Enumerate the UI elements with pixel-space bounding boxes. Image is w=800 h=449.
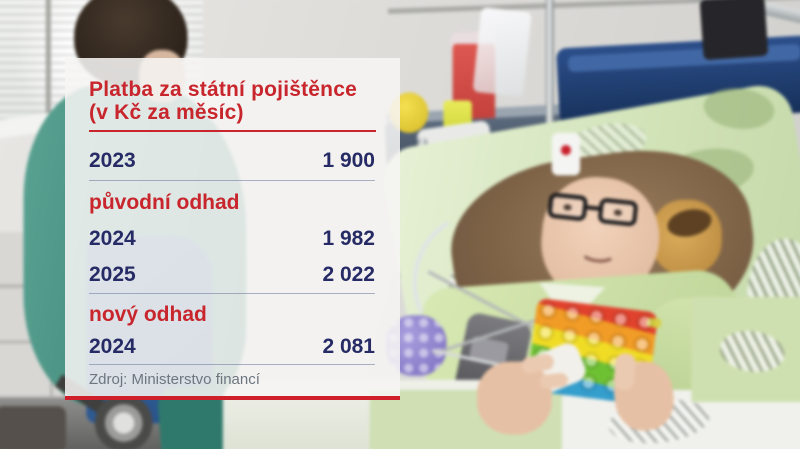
row-separator [89, 293, 375, 294]
panel-title: Platba za státní pojištěnce (v Kč za měs… [89, 78, 376, 124]
girl-left-hand [476, 361, 552, 435]
table-row: 2023 1 900 [89, 149, 375, 173]
glasses-bridge [586, 205, 600, 211]
table-row: 2025 2 022 [89, 263, 375, 287]
table-row: 2024 1 982 [89, 227, 375, 251]
row-year: 2024 [89, 227, 136, 250]
row-value: 1 900 [322, 149, 375, 172]
row-year: 2023 [89, 149, 136, 172]
iv-pole [545, 0, 554, 168]
section-header: původní odhad [89, 191, 240, 214]
section-header: nový odhad [89, 303, 207, 326]
row-year: 2024 [89, 335, 136, 358]
title-underline [89, 130, 376, 132]
window-frame [45, 0, 51, 123]
monitor [699, 0, 769, 61]
row-value: 2 081 [322, 335, 375, 358]
plastic-bag [472, 7, 532, 97]
row-value: 1 982 [322, 227, 375, 250]
panel-title-line1: Platba za státní pojištěnce [89, 78, 357, 101]
infographic-panel: Platba za státní pojištěnce (v Kč za měs… [65, 58, 400, 400]
source-note: Zdroj: Ministerstvo financí [89, 371, 260, 388]
row-value: 2 022 [322, 263, 375, 286]
glasses-lens [597, 197, 639, 227]
row-separator [89, 180, 375, 181]
row-separator [89, 364, 375, 365]
panel-title-line2: (v Kč za měsíc) [89, 101, 244, 124]
call-button-icon [560, 145, 572, 156]
glasses-lens [547, 192, 589, 222]
popit-tab [646, 317, 662, 329]
row-year: 2025 [89, 263, 136, 286]
floor-equipment [0, 406, 67, 449]
table-row: 2024 2 081 [89, 335, 375, 359]
